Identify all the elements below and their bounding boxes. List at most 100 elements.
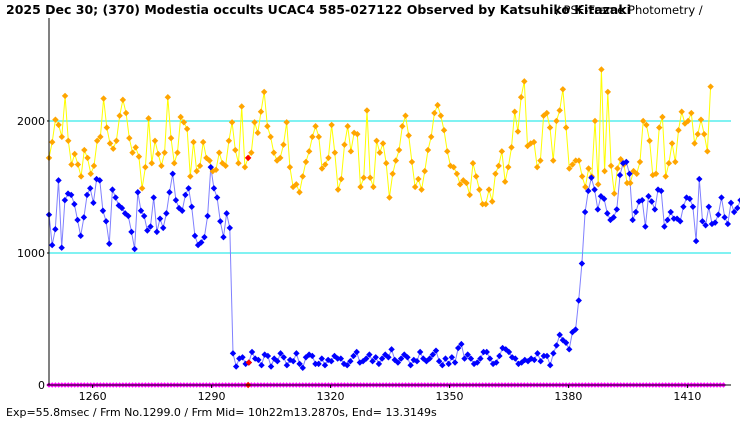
footer-info: Exp=55.8msec / Frm No.1299.0 / Frm Mid= … bbox=[6, 406, 437, 419]
target-point bbox=[575, 297, 582, 304]
reference-point bbox=[681, 120, 689, 127]
reference-point bbox=[537, 157, 544, 164]
reference-point bbox=[652, 170, 660, 177]
target-point bbox=[385, 354, 392, 361]
target-point bbox=[550, 350, 557, 357]
reference-point bbox=[614, 165, 621, 172]
reference-point bbox=[408, 158, 416, 166]
reference-point bbox=[138, 185, 146, 192]
reference-point bbox=[248, 149, 255, 156]
target-point bbox=[350, 352, 357, 360]
reference-point bbox=[110, 145, 117, 152]
reference-point bbox=[485, 186, 493, 193]
target-point bbox=[191, 232, 199, 240]
target-point bbox=[220, 233, 227, 241]
reference-point bbox=[700, 130, 708, 138]
target-point bbox=[432, 347, 440, 354]
reference-point bbox=[562, 124, 570, 131]
target-point bbox=[182, 191, 189, 199]
reference-point bbox=[578, 173, 586, 180]
target-point bbox=[737, 197, 740, 203]
reference-point bbox=[582, 183, 589, 191]
target-point bbox=[159, 224, 167, 232]
target-point bbox=[347, 358, 354, 365]
target-point bbox=[267, 363, 275, 370]
reference-point bbox=[399, 123, 406, 130]
target-point bbox=[534, 350, 541, 357]
target-point bbox=[572, 326, 579, 333]
target-point bbox=[677, 218, 684, 225]
target-point bbox=[223, 210, 230, 217]
reference-point bbox=[572, 157, 579, 164]
target-point bbox=[505, 348, 513, 356]
target-point bbox=[546, 361, 554, 369]
reference-point bbox=[389, 170, 396, 177]
chart-title: 2025 Dec 30; (370) Modestia occults UCAC… bbox=[6, 2, 631, 17]
reference-point bbox=[177, 113, 184, 121]
target-point bbox=[52, 226, 59, 233]
target-point bbox=[524, 358, 532, 365]
reference-point bbox=[505, 163, 512, 171]
reference-point bbox=[694, 130, 701, 138]
target-point bbox=[493, 359, 500, 366]
target-point bbox=[416, 348, 424, 356]
reference-point bbox=[315, 133, 322, 141]
reference-point bbox=[530, 138, 538, 146]
target-point bbox=[179, 207, 186, 214]
target-point bbox=[435, 358, 443, 365]
target-point bbox=[80, 214, 88, 221]
target-point bbox=[343, 361, 351, 369]
reference-point bbox=[171, 160, 178, 167]
target-point bbox=[280, 354, 287, 361]
target-point bbox=[613, 206, 621, 213]
target-point bbox=[156, 215, 164, 222]
target-point bbox=[661, 223, 668, 230]
target-point bbox=[705, 203, 712, 210]
target-point bbox=[255, 356, 262, 364]
reference-point bbox=[482, 200, 489, 208]
target-point bbox=[274, 358, 281, 365]
reference-point bbox=[260, 88, 268, 96]
x-tick-labels: 1260 1290 1320 1350 1380 1410 bbox=[79, 385, 701, 403]
reference-point bbox=[296, 189, 303, 196]
target-point bbox=[299, 364, 306, 372]
target-point bbox=[531, 356, 538, 364]
reference-point bbox=[154, 150, 162, 158]
reference-point bbox=[183, 125, 191, 133]
reference-point bbox=[302, 158, 310, 166]
reference-point bbox=[158, 162, 165, 170]
target-point bbox=[629, 216, 636, 224]
reference-point bbox=[627, 179, 634, 187]
target-point bbox=[55, 177, 62, 184]
reference-point bbox=[238, 103, 245, 110]
reference-point bbox=[286, 163, 294, 171]
target-point bbox=[718, 194, 725, 201]
target-point bbox=[664, 216, 671, 224]
reference-point bbox=[93, 137, 101, 144]
target-point bbox=[264, 352, 272, 360]
reference-point bbox=[180, 119, 188, 126]
reference-point bbox=[122, 109, 130, 117]
target-point bbox=[394, 359, 402, 366]
reference-point bbox=[604, 88, 612, 96]
reference-point bbox=[126, 134, 133, 142]
target-point bbox=[600, 195, 608, 203]
target-point bbox=[204, 212, 211, 220]
reference-point bbox=[190, 138, 197, 146]
target-point bbox=[566, 346, 573, 353]
target-point bbox=[153, 228, 161, 236]
target-point bbox=[185, 185, 192, 192]
target-point bbox=[477, 355, 484, 362]
reference-point bbox=[193, 167, 200, 175]
target-point bbox=[109, 186, 116, 193]
target-point bbox=[588, 174, 595, 181]
target-point bbox=[429, 351, 437, 358]
x-tick-label: 1320 bbox=[317, 390, 345, 403]
target-point bbox=[581, 208, 589, 216]
reference-point bbox=[145, 115, 152, 122]
target-point bbox=[77, 232, 84, 240]
reference-point bbox=[90, 162, 98, 170]
reference-point bbox=[216, 149, 223, 156]
target-point bbox=[140, 212, 148, 220]
target-point bbox=[727, 199, 735, 207]
